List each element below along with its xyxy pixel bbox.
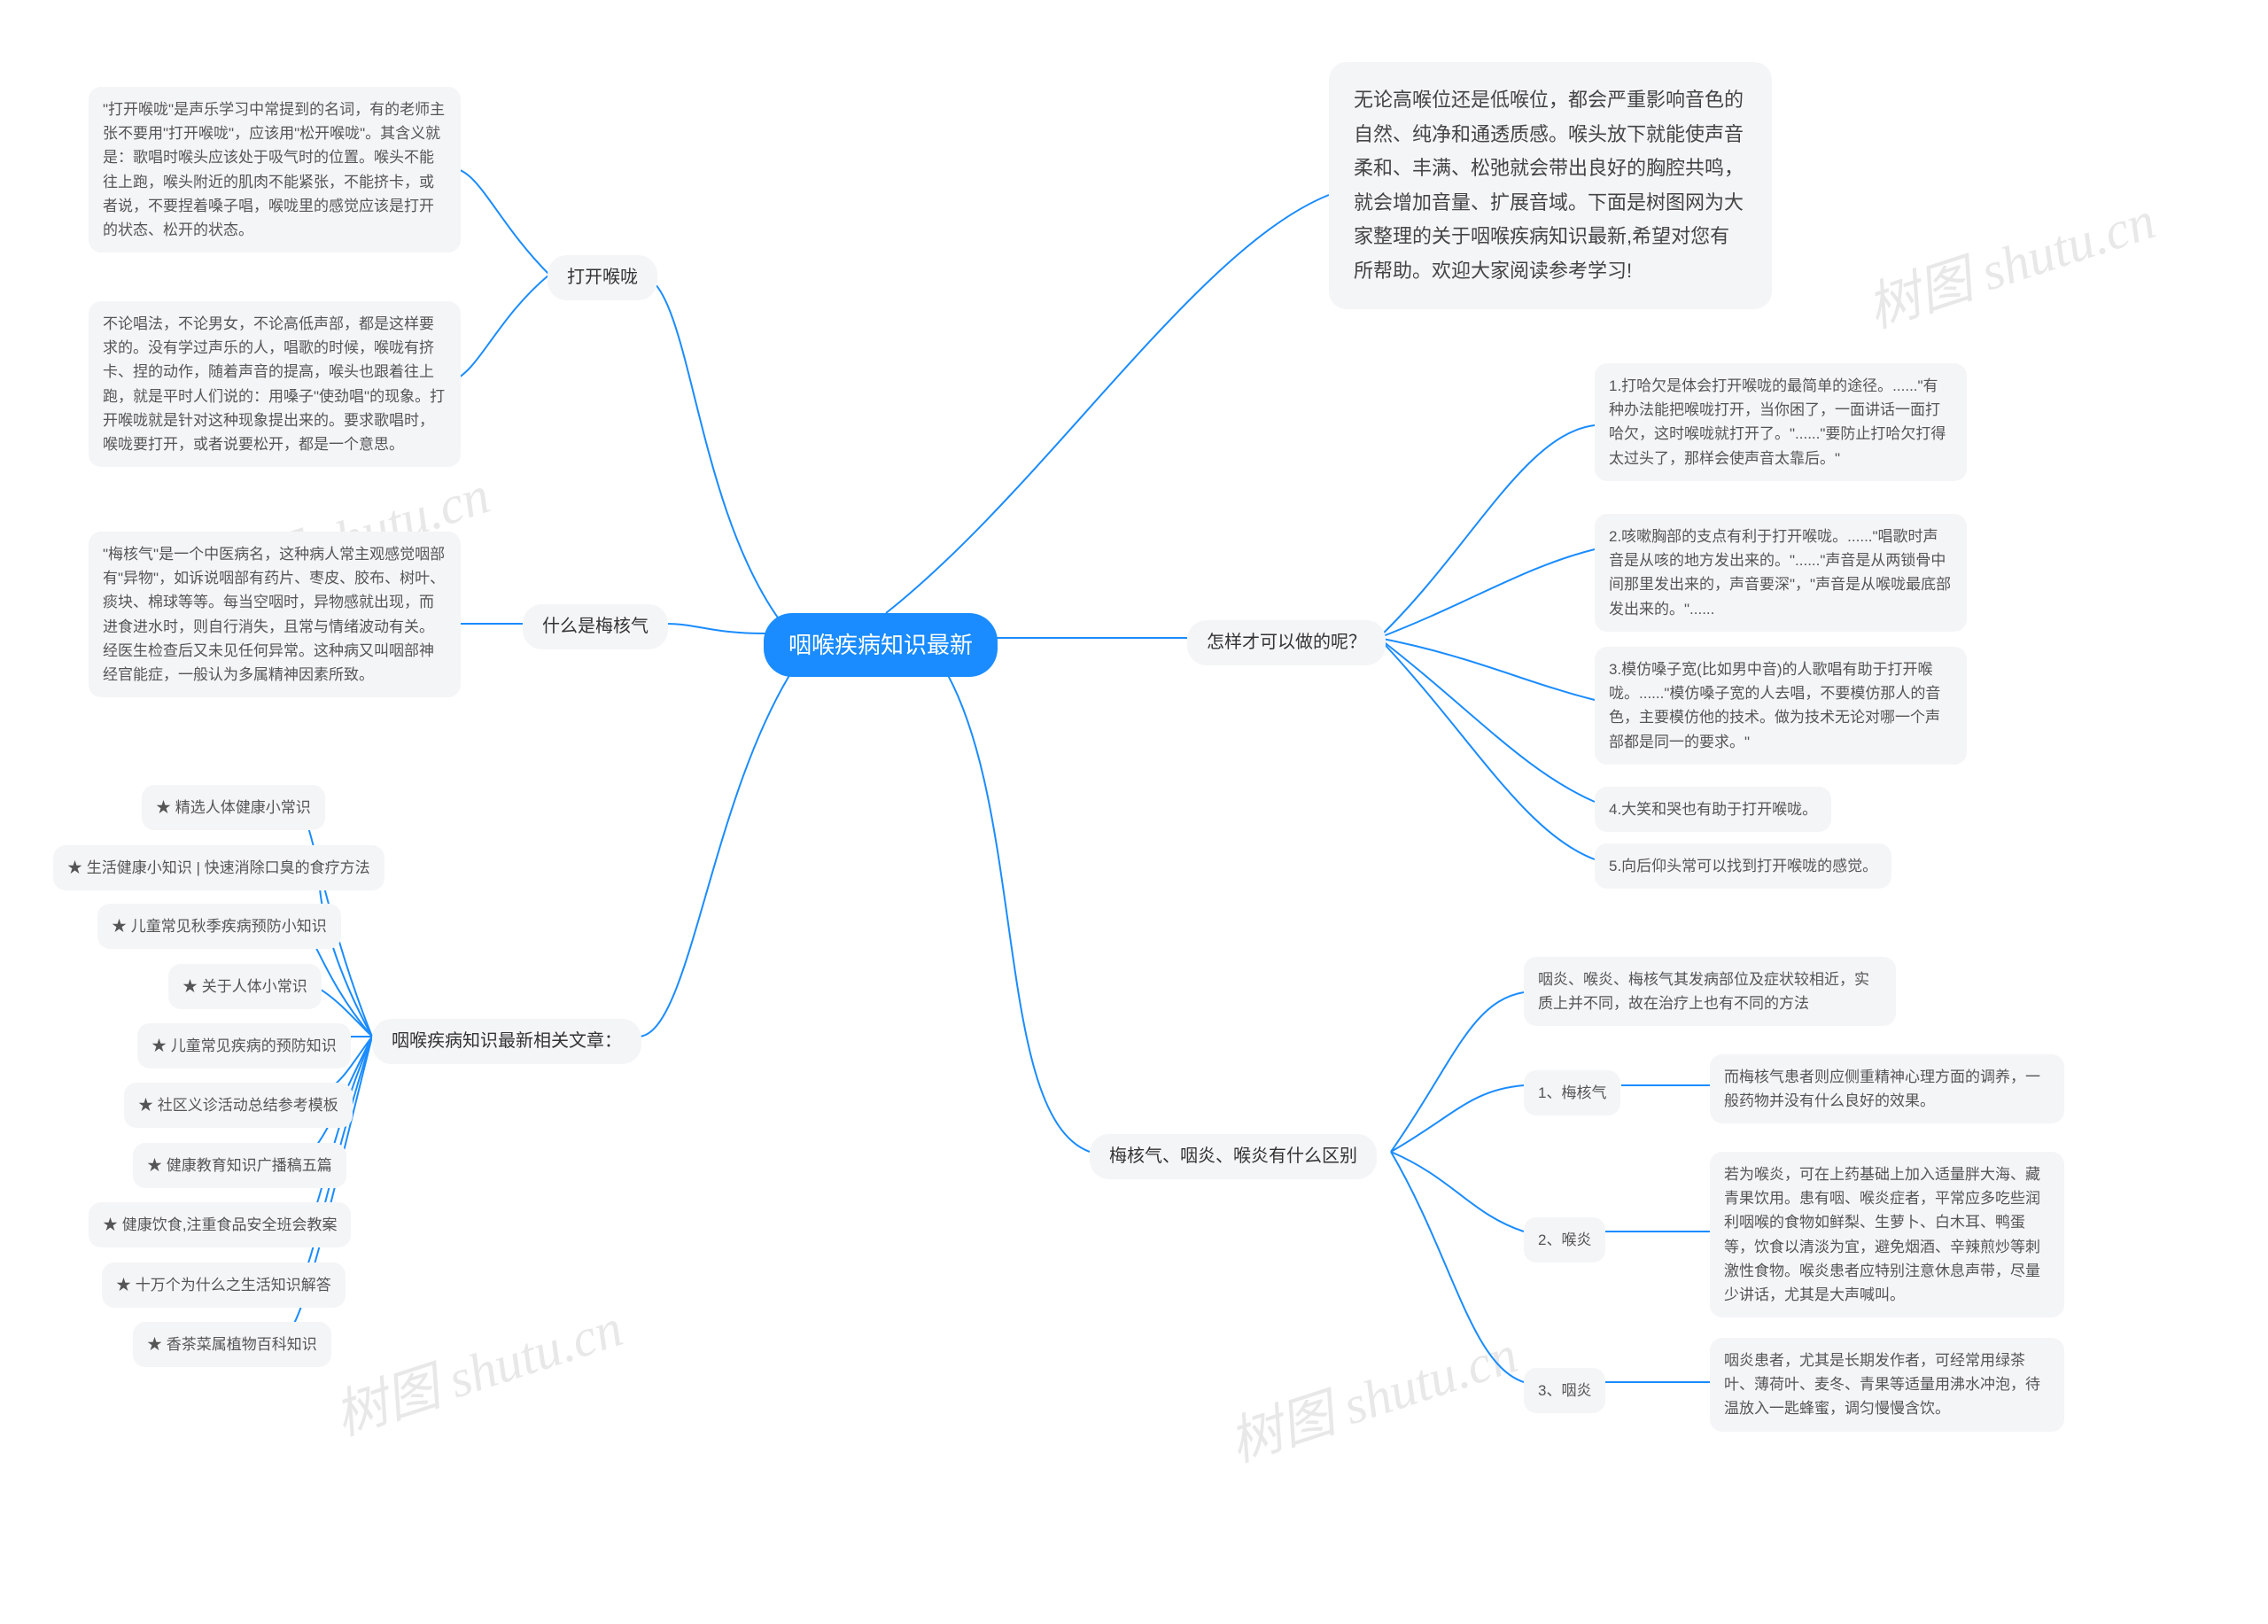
article-item-5[interactable]: ★ 社区义诊活动总结参考模板	[124, 1083, 353, 1128]
diff-item-label-1: 2、喉炎	[1524, 1217, 1605, 1263]
diff-item-label-0: 1、梅核气	[1524, 1070, 1620, 1115]
branch-diff[interactable]: 梅核气、咽炎、喉炎有什么区别	[1090, 1134, 1377, 1179]
article-item-9[interactable]: ★ 香茶菜属植物百科知识	[133, 1322, 331, 1367]
leaf-howto-1: 1.打哈欠是体会打开喉咙的最简单的途径。......"有种办法能把喉咙打开，当你…	[1595, 363, 1967, 481]
leaf-howto-5: 5.向后仰头常可以找到打开喉咙的感觉。	[1595, 843, 1891, 889]
intro-node: 无论高喉位还是低喉位，都会严重影响音色的自然、纯净和通透质感。喉头放下就能使声音…	[1329, 62, 1772, 309]
root-node[interactable]: 咽喉疾病知识最新	[764, 613, 998, 677]
diff-item-text-2: 咽炎患者，尤其是长期发作者，可经常用绿茶叶、薄荷叶、麦冬、青果等适量用沸水冲泡，…	[1710, 1338, 2064, 1432]
leaf-diff-top: 咽炎、喉炎、梅核气其发病部位及症状较相近，实质上并不同，故在治疗上也有不同的方法	[1524, 957, 1896, 1026]
branch-open-throat[interactable]: 打开喉咙	[548, 255, 657, 300]
watermark: 树图 shutu.cn	[1218, 1311, 1526, 1477]
diff-item-text-1: 若为喉炎，可在上药基础上加入适量胖大海、藏青果饮用。患有咽、喉炎症者，平常应多吃…	[1710, 1152, 2064, 1317]
leaf-howto-4: 4.大笑和哭也有助于打开喉咙。	[1595, 787, 1831, 832]
article-item-2[interactable]: ★ 儿童常见秋季疾病预防小知识	[97, 904, 341, 949]
branch-meiheqi[interactable]: 什么是梅核气	[523, 604, 668, 649]
watermark: 树图 shutu.cn	[323, 1285, 631, 1450]
leaf-howto-2: 2.咳嗽胸部的支点有利于打开喉咙。......"唱歌时声音是从咳的地方发出来的。…	[1595, 514, 1967, 632]
branch-articles[interactable]: 咽喉疾病知识最新相关文章：	[372, 1019, 641, 1064]
article-item-6[interactable]: ★ 健康教育知识广播稿五篇	[133, 1143, 346, 1188]
article-item-8[interactable]: ★ 十万个为什么之生活知识解答	[102, 1263, 346, 1308]
diff-item-text-0: 而梅核气患者则应侧重精神心理方面的调养，一般药物并没有什么良好的效果。	[1710, 1054, 2064, 1123]
leaf-open-throat-1: "打开喉咙"是声乐学习中常提到的名词，有的老师主张不要用"打开喉咙"，应该用"松…	[89, 87, 461, 253]
leaf-howto-3: 3.模仿嗓子宽(比如男中音)的人歌唱有助于打开喉咙。......"模仿嗓子宽的人…	[1595, 647, 1967, 765]
article-item-7[interactable]: ★ 健康饮食,注重食品安全班会教案	[89, 1202, 351, 1247]
diff-item-label-2: 3、咽炎	[1524, 1368, 1605, 1413]
watermark: 树图 shutu.cn	[1856, 177, 2163, 343]
leaf-open-throat-2: 不论唱法，不论男女，不论高低声部，都是这样要求的。没有学过声乐的人，唱歌的时候，…	[89, 301, 461, 467]
article-item-1[interactable]: ★ 生活健康小知识 | 快速消除口臭的食疗方法	[53, 845, 384, 890]
leaf-meiheqi: "梅核气"是一个中医病名，这种病人常主观感觉咽部有"异物"，如诉说咽部有药片、枣…	[89, 532, 461, 697]
article-item-3[interactable]: ★ 关于人体小常识	[168, 964, 322, 1009]
article-item-4[interactable]: ★ 儿童常见疾病的预防知识	[137, 1023, 351, 1068]
branch-howto[interactable]: 怎样才可以做的呢？	[1187, 620, 1386, 665]
article-item-0[interactable]: ★ 精选人体健康小常识	[142, 785, 325, 830]
